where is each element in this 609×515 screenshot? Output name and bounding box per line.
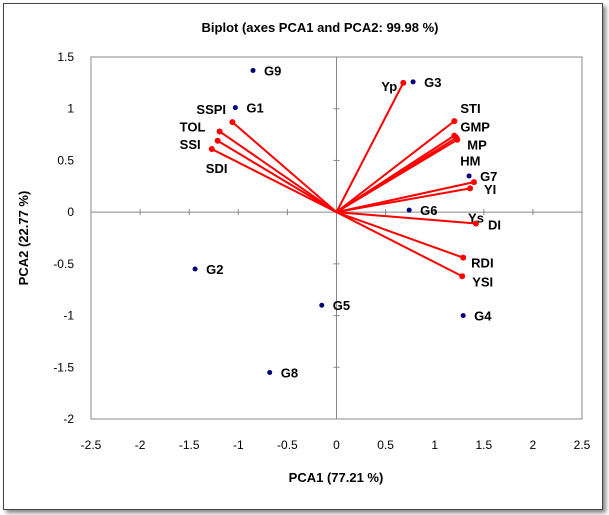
- observation-point: [267, 369, 273, 375]
- y-tick-label: 0.5: [57, 153, 74, 167]
- x-tick-label: 0.5: [377, 438, 394, 452]
- x-tick-label: -2: [135, 438, 146, 452]
- observation-label: G6: [420, 203, 437, 218]
- y-tick-label: -1: [63, 309, 74, 323]
- observation-label: G4: [474, 309, 492, 324]
- variable-vector: [336, 211, 464, 259]
- observation-point: [232, 105, 238, 111]
- variable-point: [459, 273, 466, 280]
- variable-label: YI: [484, 182, 496, 197]
- variable-vector: [217, 139, 338, 214]
- observation-point: [406, 207, 412, 213]
- x-tick-label: 1.5: [475, 438, 492, 452]
- variable-point: [460, 254, 467, 261]
- variable-point: [229, 119, 236, 126]
- variable-label: SSPI: [196, 102, 226, 117]
- chart-title: Biplot (axes PCA1 and PCA2: 99.98 %): [202, 20, 439, 35]
- variable-point: [470, 179, 477, 186]
- variable-point: [451, 118, 458, 125]
- variable-vector: [335, 136, 457, 213]
- variable-vector: [336, 187, 471, 214]
- y-tick-label: 1: [67, 102, 74, 116]
- observation-point: [466, 173, 472, 179]
- variable-label: TOL: [180, 119, 206, 134]
- observation-label: G5: [333, 298, 350, 313]
- x-tick-label: 0: [333, 438, 340, 452]
- variable-label: SDI: [206, 161, 228, 176]
- x-tick-label: -1.5: [179, 438, 200, 452]
- observation-label: G7: [480, 169, 497, 184]
- y-tick-label: -0.5: [53, 257, 74, 271]
- variable-vector: [336, 211, 477, 225]
- variable-label: RDI: [471, 256, 493, 271]
- x-tick-label: -1: [233, 438, 244, 452]
- y-tick-label: 1.5: [57, 50, 74, 64]
- variable-vector: [219, 130, 338, 213]
- variable-vector: [211, 148, 337, 214]
- variable-vector: [335, 120, 455, 213]
- variable-label: YSI: [472, 274, 493, 289]
- observation-point: [319, 302, 325, 308]
- variable-label: DI: [488, 218, 501, 233]
- variable-point: [400, 79, 407, 86]
- y-tick-label: 0: [67, 205, 74, 219]
- observation-point: [192, 266, 198, 272]
- variable-label: GMP: [460, 120, 490, 135]
- x-tick-label: 2.5: [574, 438, 591, 452]
- variable-label: MP: [467, 138, 487, 153]
- variable-label: HM: [460, 154, 480, 169]
- variable-label: Ys: [468, 210, 484, 225]
- variable-label: STI: [460, 101, 480, 116]
- observation-label: G2: [206, 262, 223, 277]
- chart-frame: [3, 3, 603, 510]
- x-axis-label: PCA1 (77.21 %): [289, 470, 384, 485]
- y-axis-label: PCA2 (22.77 %): [16, 191, 31, 286]
- variable-label: SSI: [180, 137, 201, 152]
- variable-point: [208, 146, 215, 153]
- y-tick-label: -2: [63, 412, 74, 426]
- x-tick-label: -0.5: [277, 438, 298, 452]
- observation-label: G1: [246, 101, 263, 116]
- observation-label: G9: [264, 63, 281, 78]
- x-tick-label: 2: [530, 438, 537, 452]
- observation-label: G8: [281, 365, 298, 380]
- variable-vector: [335, 82, 405, 213]
- variable-vector: [231, 121, 338, 213]
- x-tick-label: -2.5: [81, 438, 102, 452]
- y-tick-label: -1.5: [53, 360, 74, 374]
- observation-point: [250, 67, 256, 73]
- variable-vector: [336, 211, 463, 278]
- variable-point: [216, 128, 223, 135]
- observation-label: G3: [424, 75, 441, 90]
- variable-point: [472, 220, 479, 227]
- x-tick-label: 1: [431, 438, 438, 452]
- observation-point: [460, 313, 466, 319]
- observation-point: [410, 79, 416, 85]
- variable-point: [453, 134, 460, 141]
- variable-label: Yp: [381, 79, 397, 94]
- variable-point: [214, 137, 221, 144]
- variable-point: [467, 185, 474, 192]
